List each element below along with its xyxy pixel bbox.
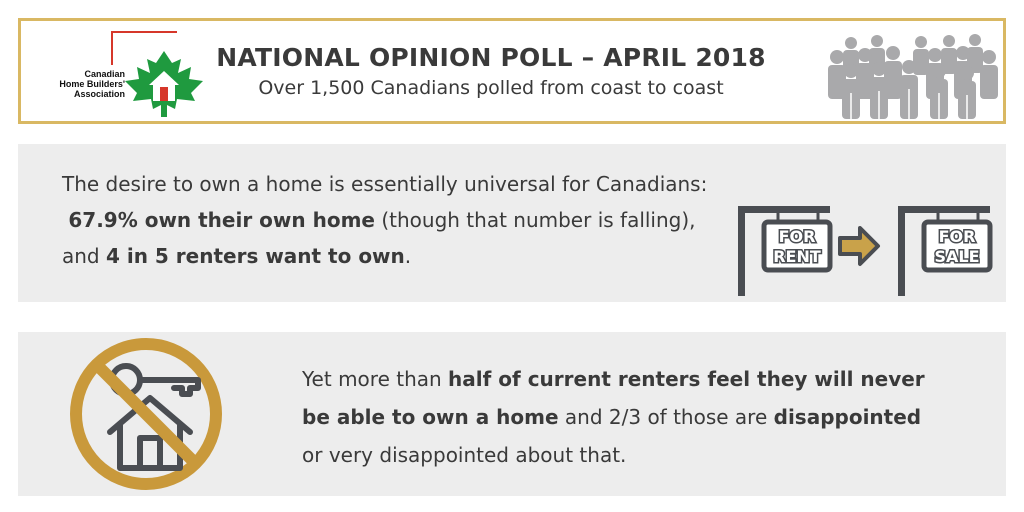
renters-stat: half of current renters feel they will n… [302, 367, 925, 429]
logo-line-3: Association [73, 89, 125, 99]
renters-panel: Yet more than half of current renters fe… [18, 332, 1006, 496]
maple-leaf-house-logo-icon [125, 51, 203, 117]
logo-text: Canadian Home Builders' Association [47, 69, 125, 99]
renters-post: or very disappointed about that. [302, 443, 627, 467]
page-title: NATIONAL OPINION POLL – APRIL 2018 [216, 43, 766, 72]
logo-red-line-horizontal [111, 31, 177, 33]
no-key-house-icon [70, 338, 222, 490]
stat-own-home: 67.9% own their own home [68, 208, 375, 232]
and-text: and [62, 244, 106, 268]
rent-sign-bottom: RENT [773, 247, 821, 266]
crowd-icon [828, 34, 998, 119]
ownership-panel: The desire to own a home is essentially … [18, 144, 1006, 302]
ownership-line-1: The desire to own a home is essentially … [62, 172, 708, 196]
renters-pre: Yet more than [302, 367, 449, 391]
ownership-text: The desire to own a home is essentially … [62, 166, 762, 274]
renters-disappointed: disappointed [773, 405, 922, 429]
renters-mid: and 2/3 of those are [558, 405, 774, 429]
arrow-right-icon [838, 226, 880, 266]
logo-line-2: Home Builders' [59, 79, 125, 89]
rent-to-sale-graphic: FOR RENT FOR SALE [738, 206, 993, 296]
logo-red-line-vertical [111, 31, 113, 65]
for-sale-sign-icon: FOR SALE [898, 206, 993, 296]
stat-renters-want: 4 in 5 renters want to own [105, 244, 405, 268]
header-banner: Canadian Home Builders' Association NATI… [18, 18, 1006, 124]
sale-sign-top: FOR [939, 227, 976, 246]
page-subtitle: Over 1,500 Canadians polled from coast t… [258, 77, 724, 99]
ownership-line-2: 67.9% own their own home (though that nu… [62, 202, 762, 238]
sale-sign-bottom: SALE [934, 247, 979, 266]
for-rent-sign-icon: FOR RENT [738, 206, 833, 296]
period-text: . [404, 244, 412, 268]
ownership-line-3: and 4 in 5 renters want to own. [62, 238, 762, 274]
logo-line-1: Canadian [84, 69, 125, 79]
rent-sign-top: FOR [779, 227, 816, 246]
renters-text: Yet more than half of current renters fe… [302, 360, 942, 474]
stat-own-home-note: (though that number is falling), [374, 208, 696, 232]
